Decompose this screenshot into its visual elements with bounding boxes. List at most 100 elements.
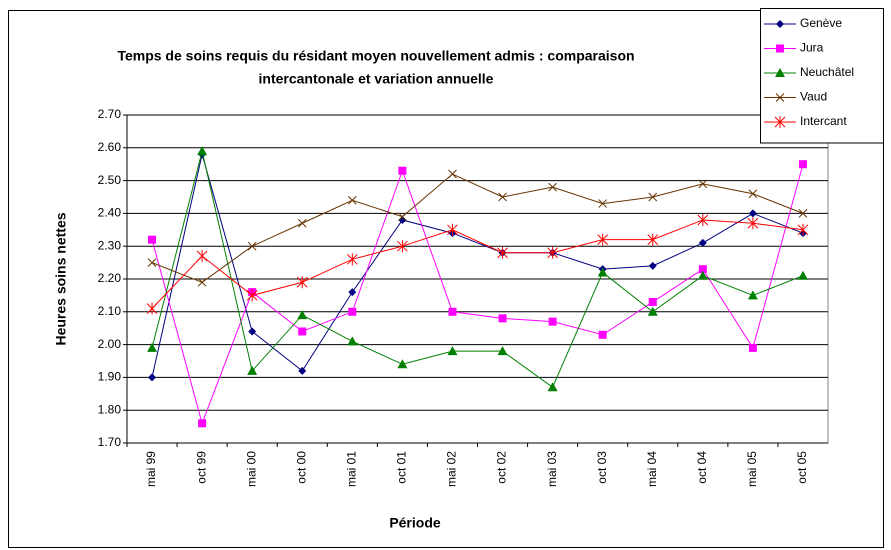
marker [698,238,707,247]
x-tick-label: mai 04 [645,451,659,487]
x-tick-label: mai 02 [445,451,459,487]
marker [647,306,658,316]
marker [348,307,357,316]
x-tick-label: mai 99 [144,451,158,487]
marker [296,276,308,289]
marker [448,169,457,179]
marker [547,246,558,259]
x-tick-label: oct 03 [595,451,609,484]
marker [398,212,407,222]
x-tick-label: oct 04 [695,451,709,484]
marker [698,265,707,274]
marker [146,302,158,315]
series-line [151,173,804,283]
marker [447,346,458,356]
marker [498,314,507,323]
legend-label: Jura [800,41,824,55]
marker [648,261,657,270]
y-tick-label: 2.50 [98,173,122,187]
marker [775,93,785,102]
x-tick-label: mai 03 [545,451,559,487]
y-tick-label: 2.70 [98,107,122,121]
marker [447,223,458,236]
marker [597,267,608,277]
x-tick-label: oct 05 [795,451,809,484]
marker [398,166,407,175]
marker [298,366,307,375]
series-line [151,154,804,378]
chart-title: intercantonale et variation annuelle [259,71,494,87]
marker [598,199,608,208]
marker [598,330,607,339]
x-tick-label: oct 02 [495,451,509,484]
marker [747,217,759,230]
y-tick-label: 2.20 [98,271,122,285]
marker [247,365,258,375]
marker [648,297,657,306]
marker [397,359,408,369]
marker [748,343,757,352]
x-tick-label: mai 00 [244,451,258,487]
marker [498,192,507,202]
marker [776,20,784,28]
marker [148,373,157,382]
marker [346,253,358,266]
marker [797,223,809,236]
x-tick-label: oct 99 [194,451,208,484]
marker [775,68,785,77]
marker [697,213,709,226]
marker [198,419,207,428]
marker [246,289,258,302]
series-line [151,219,804,309]
series-line [151,150,804,389]
marker [397,240,408,253]
marker [347,195,357,205]
y-tick-label: 2.30 [98,238,122,252]
marker [448,307,457,316]
y-axis-label: Heures soins nettes [53,212,69,345]
marker [147,258,157,267]
legend-label: Vaud [800,90,827,104]
marker [297,310,308,320]
marker [196,250,208,263]
marker [798,160,807,169]
y-tick-label: 2.00 [98,337,122,351]
marker [697,270,708,280]
marker [797,270,808,280]
marker [798,209,808,218]
legend-label: Intercant [800,114,847,128]
marker [548,317,557,326]
chart-title: Temps de soins requis du résidant moyen … [117,48,634,64]
y-tick-label: 1.80 [98,402,122,416]
marker [147,342,158,352]
x-axis-label: Période [389,515,441,531]
y-tick-label: 1.70 [98,435,122,449]
marker [547,382,558,392]
marker [298,327,307,336]
marker [648,192,658,202]
marker [398,215,407,224]
marker [197,146,208,156]
marker [698,179,708,189]
marker [776,44,784,53]
marker [297,218,307,228]
x-tick-label: mai 01 [344,451,358,487]
marker [248,327,257,336]
marker [597,233,609,246]
marker [747,290,758,300]
marker [774,116,786,128]
marker [748,209,757,218]
y-tick-label: 1.90 [98,370,122,384]
marker [197,277,207,287]
marker [247,241,257,251]
y-tick-label: 2.10 [98,304,122,318]
series-line [151,164,804,425]
x-tick-label: mai 05 [745,451,759,487]
x-tick-label: oct 00 [294,451,308,484]
y-tick-label: 2.60 [98,140,122,154]
marker [148,235,157,244]
legend-label: Genève [800,16,842,30]
marker [647,233,659,246]
y-tick-label: 2.40 [98,206,122,220]
